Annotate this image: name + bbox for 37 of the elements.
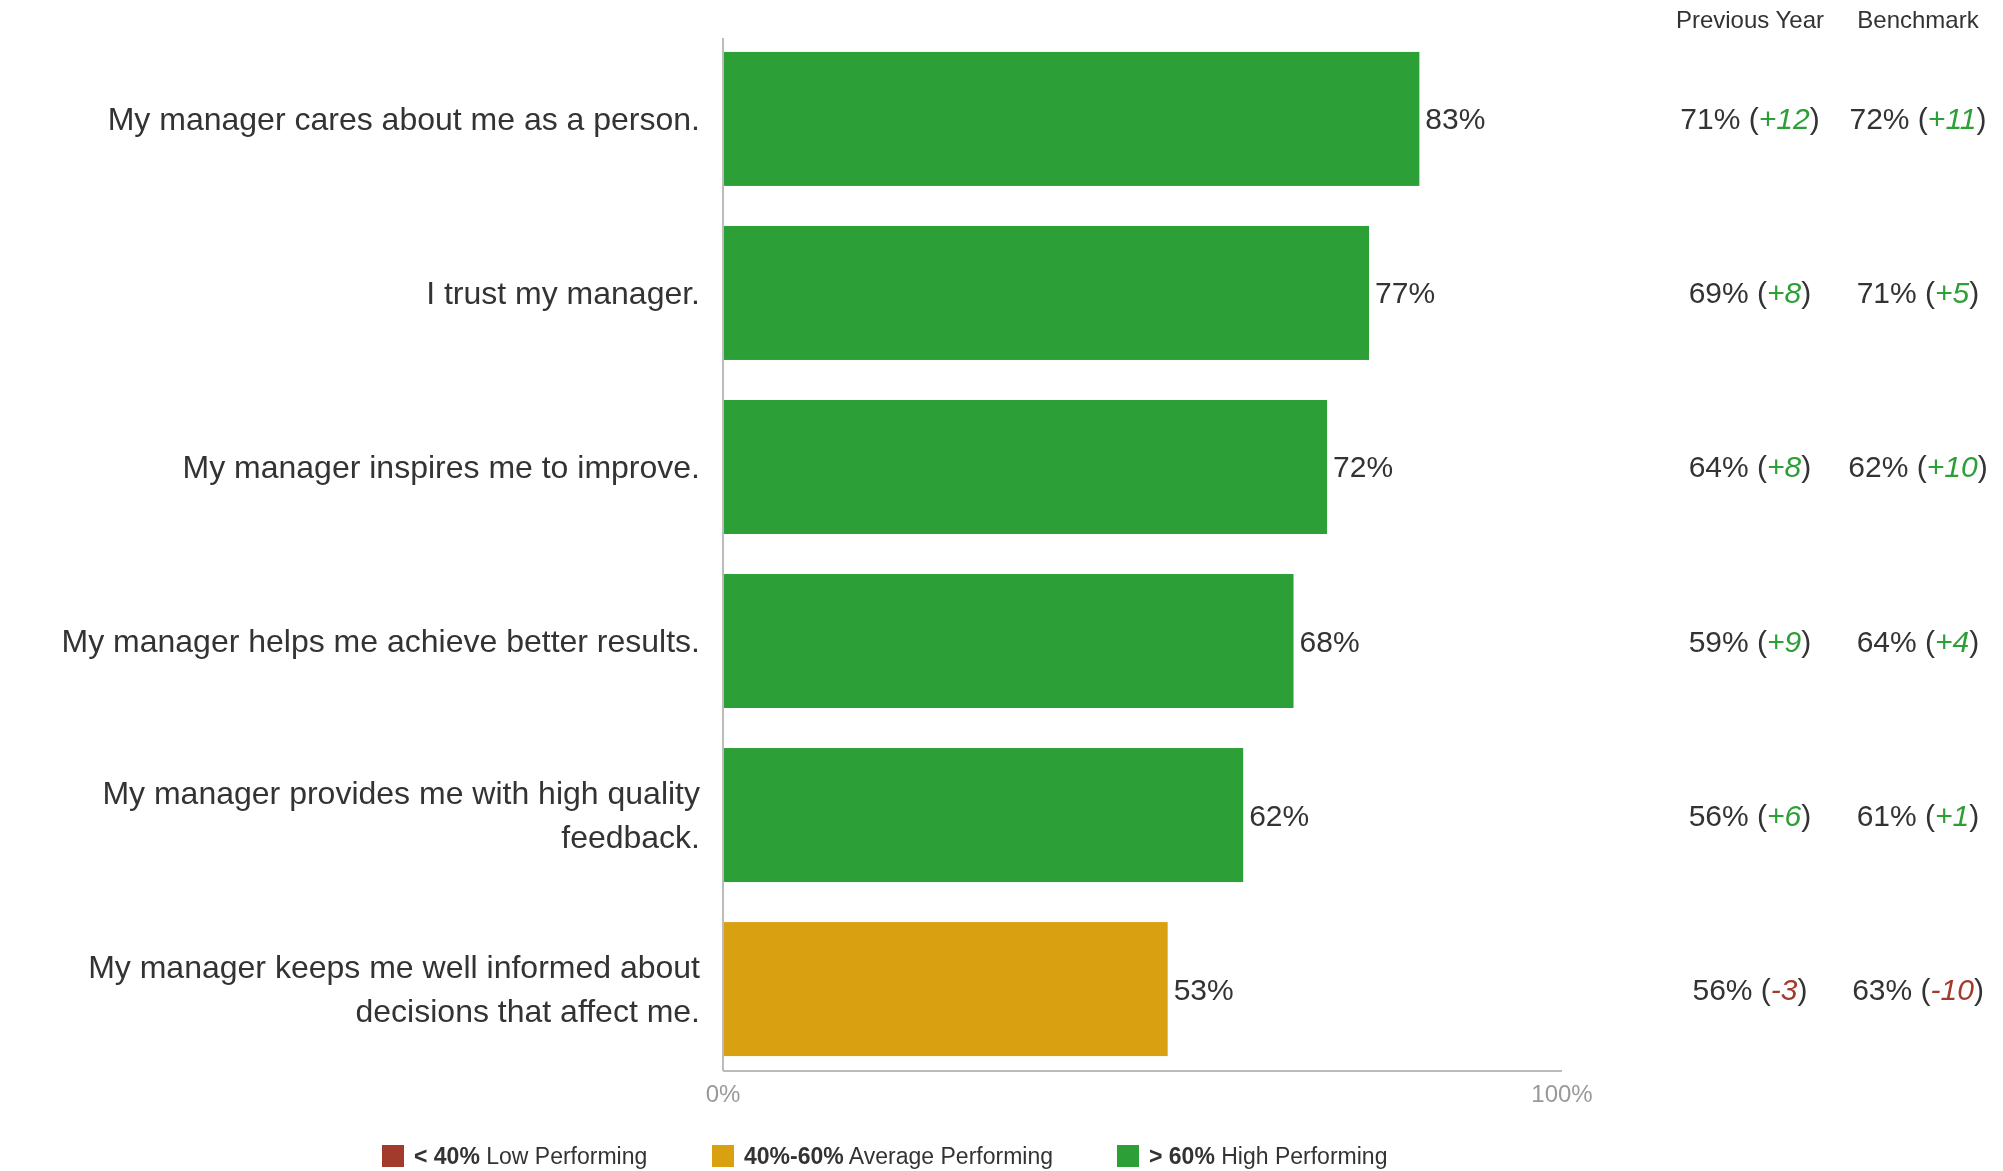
text: Benchmark [1857,6,1980,34]
text: 64% (+8) [1688,450,1812,484]
text: Previous Year [1675,6,1825,34]
data-label: 53% [1173,972,1234,1006]
y-tick-label: My manager helps me achieve better results. [61,623,700,660]
text: 61% (+1) [1856,798,1980,832]
bar [723,399,1328,534]
text: 71% (+12) [1680,102,1820,136]
data-label: 68% [1299,624,1360,658]
text: 59% (+9) [1688,624,1812,658]
bar [723,922,1168,1057]
y-tick-label: My manager keeps me well informed about decisions that affect me. [88,949,701,1030]
data-label: 62% [1249,798,1310,832]
x-tick-label: 0% [705,1080,741,1108]
y-tick-label: My manager inspires me to improve. [182,449,700,486]
text: 71% (+5) [1856,276,1980,310]
legend-label: 40%-60% Average Performing [744,1143,1053,1170]
bar [723,748,1244,883]
bar [723,51,1420,186]
data-label: 77% [1375,276,1436,310]
bar [723,225,1370,360]
bar [723,574,1294,709]
text: 56% (+6) [1688,798,1812,832]
text: 63% (-10) [1852,972,1984,1006]
text: 72% (+11) [1849,102,1987,136]
y-tick-label: I trust my manager. [426,275,700,312]
y-tick-label: My manager provides me with high quality feedback. [102,775,700,856]
legend-label: > 60% High Performing [1149,1143,1388,1170]
text: 62% (+10) [1848,450,1988,484]
x-tick-label: 100% [1531,1080,1593,1108]
text: 69% (+8) [1688,276,1812,310]
legend-label: < 40% Low Performing [414,1143,648,1170]
text: 64% (+4) [1856,624,1980,658]
y-tick-label: My manager cares about me as a person. [107,101,700,138]
text: 56% (-3) [1692,972,1808,1006]
data-label: 72% [1333,450,1394,484]
data-label: 83% [1425,102,1486,136]
